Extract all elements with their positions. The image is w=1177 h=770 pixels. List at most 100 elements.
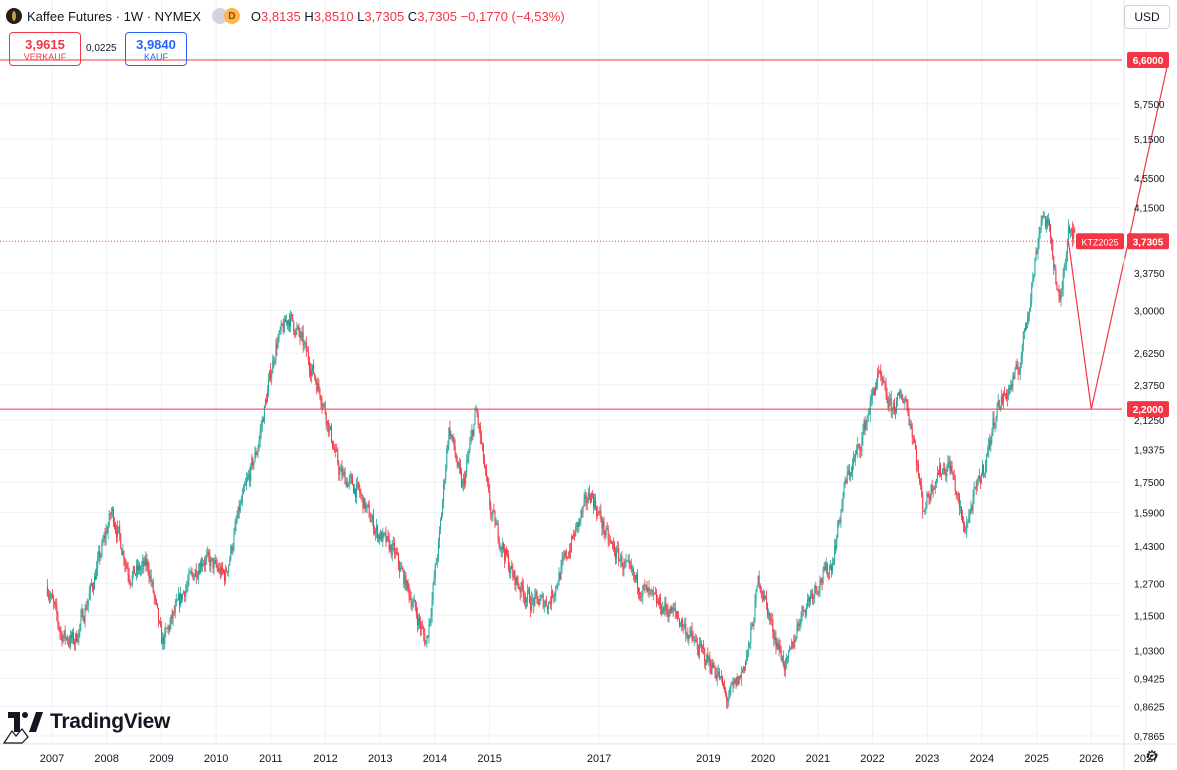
candle bbox=[132, 565, 134, 579]
settings-gear-icon[interactable]: ⚙ bbox=[1145, 748, 1159, 765]
candle bbox=[333, 440, 335, 450]
candle bbox=[1068, 224, 1070, 234]
candle bbox=[907, 399, 909, 416]
candle bbox=[838, 519, 840, 528]
candle bbox=[770, 613, 772, 625]
candle bbox=[309, 362, 311, 382]
candle bbox=[594, 493, 596, 511]
y-tick-label: 2,1250 bbox=[1134, 416, 1165, 427]
sell-button[interactable]: 3,9615 VERKAUF bbox=[9, 32, 81, 66]
delayed-badge[interactable]: D bbox=[223, 8, 240, 24]
candle bbox=[302, 324, 304, 353]
x-tick-label: 2015 bbox=[477, 753, 501, 765]
candle bbox=[255, 447, 257, 459]
candle bbox=[211, 557, 213, 562]
candle bbox=[116, 524, 118, 544]
candle bbox=[386, 535, 388, 543]
candle bbox=[118, 526, 120, 534]
candle bbox=[683, 623, 685, 634]
candle bbox=[337, 447, 339, 466]
candle bbox=[819, 575, 821, 597]
candle bbox=[60, 626, 62, 641]
candle bbox=[858, 443, 860, 449]
level-price-label: 6,6000 bbox=[1127, 52, 1169, 68]
candle bbox=[575, 523, 577, 537]
svg-text:6,6000: 6,6000 bbox=[1133, 56, 1164, 67]
svg-text:3,7305: 3,7305 bbox=[1133, 237, 1164, 248]
candle bbox=[155, 598, 157, 606]
currency-select[interactable]: USD bbox=[1124, 5, 1170, 29]
candle bbox=[748, 640, 750, 658]
candle bbox=[499, 543, 501, 553]
candle bbox=[622, 562, 624, 576]
candle bbox=[264, 397, 266, 409]
x-tick-label: 2019 bbox=[696, 753, 720, 765]
candle bbox=[336, 443, 338, 452]
candle bbox=[649, 589, 651, 596]
candle bbox=[820, 577, 822, 586]
candle bbox=[376, 518, 378, 539]
candle bbox=[966, 516, 968, 539]
symbol-title[interactable]: Kaffee Futures · 1W · NYMEX bbox=[27, 8, 201, 24]
candle bbox=[405, 571, 407, 592]
candle bbox=[226, 566, 228, 573]
candle bbox=[993, 411, 995, 429]
candle bbox=[756, 585, 758, 593]
tradingview-logo[interactable]: TradingView bbox=[8, 710, 170, 734]
candle bbox=[727, 696, 729, 710]
candle bbox=[364, 498, 366, 513]
candle bbox=[855, 450, 857, 467]
candle bbox=[711, 659, 713, 675]
candle bbox=[746, 649, 748, 665]
candle bbox=[937, 469, 939, 476]
y-tick-label: 2,3750 bbox=[1134, 381, 1165, 392]
candle bbox=[154, 594, 156, 605]
candle bbox=[769, 611, 771, 625]
candle bbox=[554, 591, 556, 603]
candle bbox=[587, 487, 589, 504]
candle bbox=[268, 373, 270, 398]
candle bbox=[300, 330, 302, 341]
candle bbox=[892, 399, 894, 415]
candle bbox=[94, 572, 96, 590]
candle bbox=[767, 602, 769, 619]
candle bbox=[676, 610, 678, 622]
candle bbox=[718, 667, 720, 681]
candle bbox=[379, 532, 381, 545]
candle bbox=[528, 587, 530, 595]
y-tick-label: 1,4300 bbox=[1134, 542, 1165, 553]
candle bbox=[739, 674, 741, 680]
candle bbox=[306, 346, 308, 353]
y-tick-label: 1,9375 bbox=[1134, 445, 1165, 456]
candle bbox=[399, 560, 401, 579]
projection-line[interactable] bbox=[1067, 59, 1170, 410]
candle bbox=[385, 526, 387, 548]
candle bbox=[588, 485, 590, 501]
candle bbox=[578, 517, 580, 533]
candle bbox=[350, 473, 352, 484]
candle bbox=[785, 653, 787, 670]
candle bbox=[923, 510, 925, 512]
candle bbox=[713, 661, 715, 669]
candle bbox=[72, 629, 74, 644]
candle bbox=[90, 578, 92, 587]
candle bbox=[478, 423, 480, 434]
x-tick-label: 2021 bbox=[806, 753, 830, 765]
candle bbox=[662, 601, 664, 615]
candle bbox=[332, 440, 334, 450]
candle bbox=[959, 499, 961, 514]
candle bbox=[941, 473, 943, 480]
buy-button[interactable]: 3,9840 KAUF bbox=[125, 32, 187, 66]
candle bbox=[690, 625, 692, 638]
candle bbox=[710, 659, 712, 676]
candle bbox=[291, 311, 293, 321]
svg-text:KTZ2025: KTZ2025 bbox=[1081, 237, 1118, 247]
candle bbox=[771, 612, 773, 627]
candle bbox=[439, 517, 441, 535]
candle bbox=[334, 443, 336, 453]
candle bbox=[752, 621, 754, 627]
candle bbox=[1007, 389, 1009, 407]
candle bbox=[387, 529, 389, 542]
candle bbox=[99, 545, 101, 565]
